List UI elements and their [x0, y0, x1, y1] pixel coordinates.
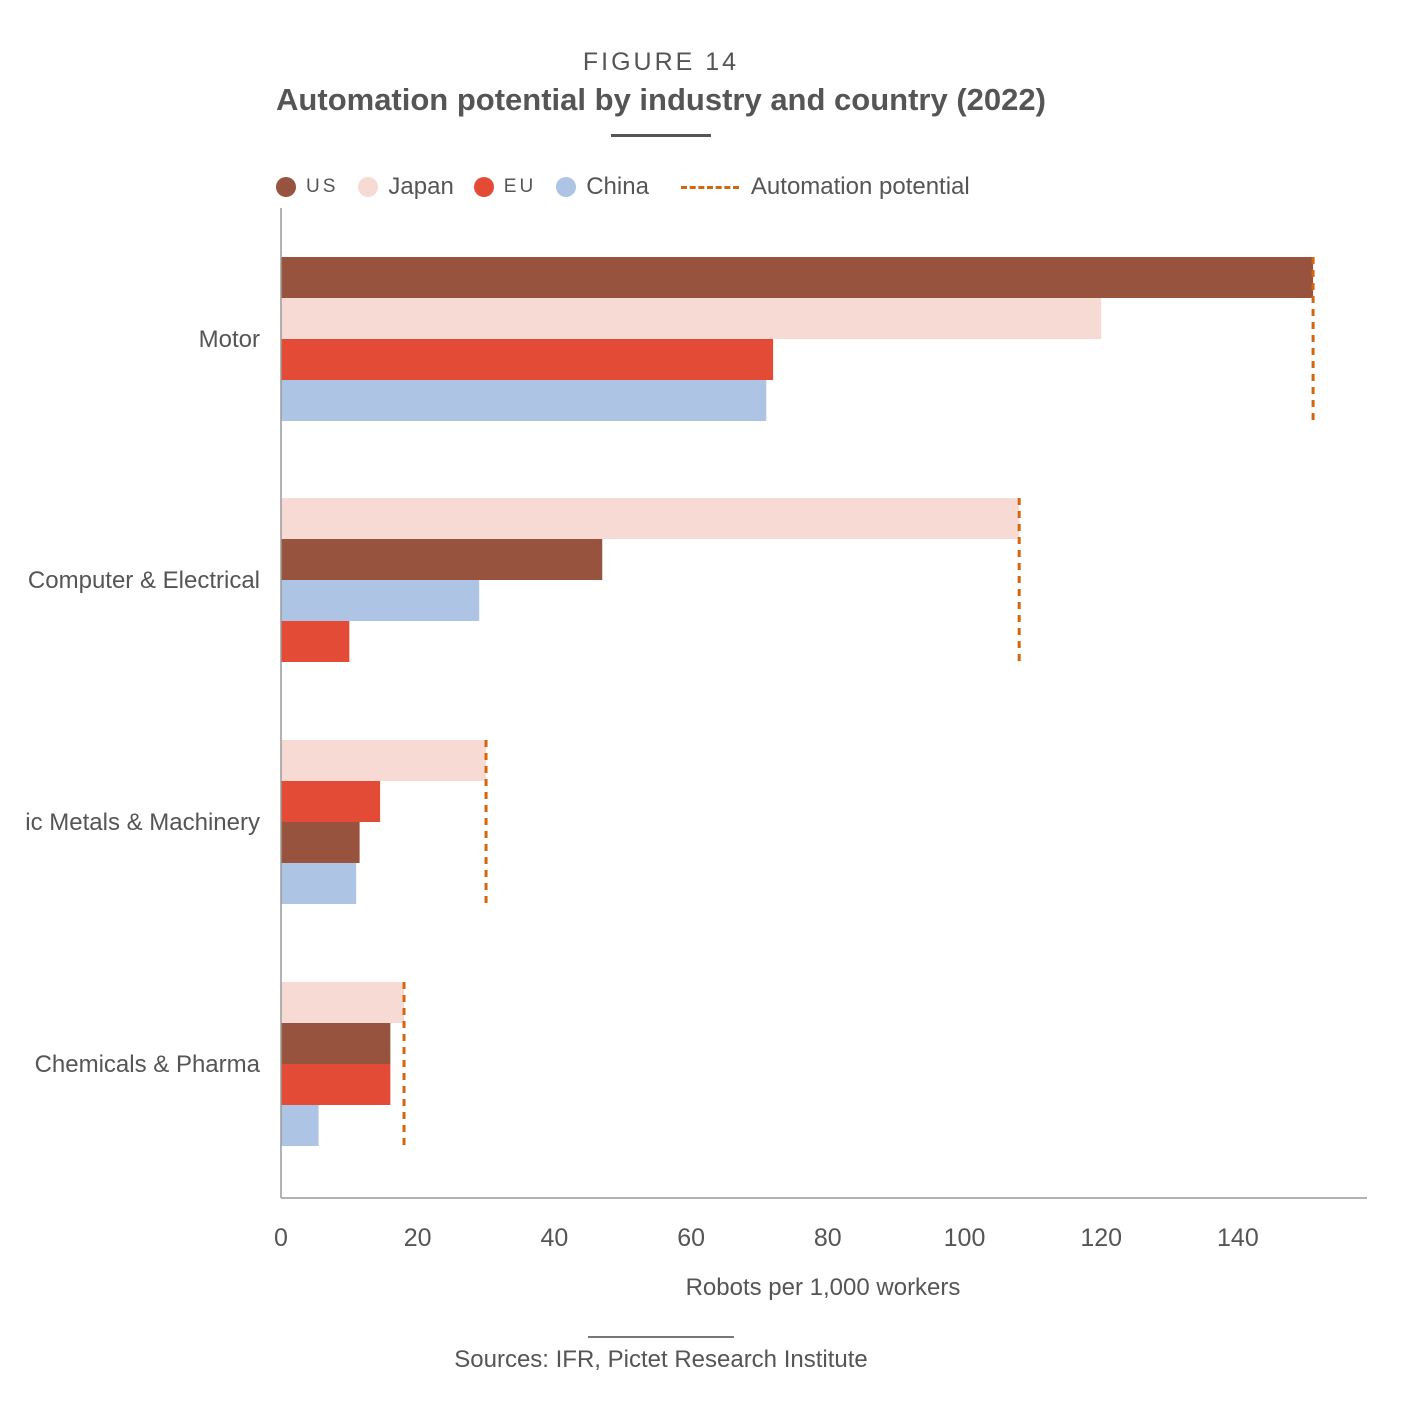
x-tick-label-120: 120	[1080, 1224, 1122, 1252]
legend-item-us: US	[276, 176, 338, 198]
source-divider	[588, 1336, 734, 1338]
bar-basic-metals-machinery-eu	[281, 781, 381, 822]
legend-swatch-japan	[358, 177, 379, 197]
legend-item-china: China	[556, 173, 649, 201]
bar-motor-eu	[281, 339, 774, 380]
bar-chemicals-pharma-us	[281, 1023, 391, 1064]
category-label-computer-electrical: Computer & Electrical	[28, 567, 260, 594]
bar-computer-electrical-china	[281, 580, 480, 621]
legend-swatch-china	[556, 177, 577, 197]
x-tick-label-60: 60	[677, 1224, 705, 1252]
bar-chemicals-pharma-japan	[281, 982, 405, 1023]
x-tick-label-80: 80	[814, 1224, 842, 1252]
bar-computer-electrical-japan	[281, 498, 1020, 539]
legend-label-eu: EU	[503, 176, 537, 197]
bar-basic-metals-machinery-us	[281, 822, 360, 863]
legend-label-china: China	[586, 173, 649, 200]
legend-label-automation-potential: Automation potential	[750, 173, 970, 200]
bar-computer-electrical-us	[281, 539, 603, 580]
x-tick-label-0: 0	[274, 1224, 288, 1252]
bar-chemicals-pharma-china	[281, 1105, 319, 1146]
bar-computer-electrical-eu	[281, 621, 350, 662]
x-tick-label-140: 140	[1217, 1224, 1259, 1252]
source-note: Sources: IFR, Pictet Research Institute	[454, 1346, 868, 1373]
category-label-chemicals-pharma: Chemicals & Pharma	[35, 1051, 261, 1078]
bar-motor-china	[281, 380, 767, 421]
x-tick-label-100: 100	[944, 1224, 986, 1252]
x-tick-label-20: 20	[404, 1224, 432, 1252]
bar-motor-us	[281, 257, 1314, 298]
legend-swatch-us	[276, 177, 296, 197]
legend-swatch-eu	[473, 177, 494, 197]
legend-item-eu: EU	[473, 176, 537, 198]
bar-chemicals-pharma-eu	[281, 1064, 391, 1105]
x-axis-title: Robots per 1,000 workers	[686, 1274, 961, 1301]
legend-item-automation-potential: Automation potential	[680, 173, 970, 201]
legend: US Japan EU China Automation potential	[276, 170, 990, 204]
chart-title: Automation potential by industry and cou…	[276, 82, 1046, 117]
bar-basic-metals-machinery-china	[281, 863, 357, 904]
bar-basic-metals-machinery-japan	[281, 740, 487, 781]
x-tick-label-40: 40	[540, 1224, 568, 1252]
category-label-basic-metals-machinery: ic Metals & Machinery	[25, 809, 260, 836]
legend-item-japan: Japan	[358, 173, 454, 201]
legend-label-japan: Japan	[388, 173, 454, 200]
legend-swatch-automation-potential	[680, 185, 739, 189]
title-underline	[611, 134, 711, 137]
figure-label: FIGURE 14	[582, 48, 740, 76]
legend-label-us: US	[306, 176, 339, 197]
category-label-motor: Motor	[199, 326, 260, 353]
bar-motor-japan	[281, 298, 1102, 339]
